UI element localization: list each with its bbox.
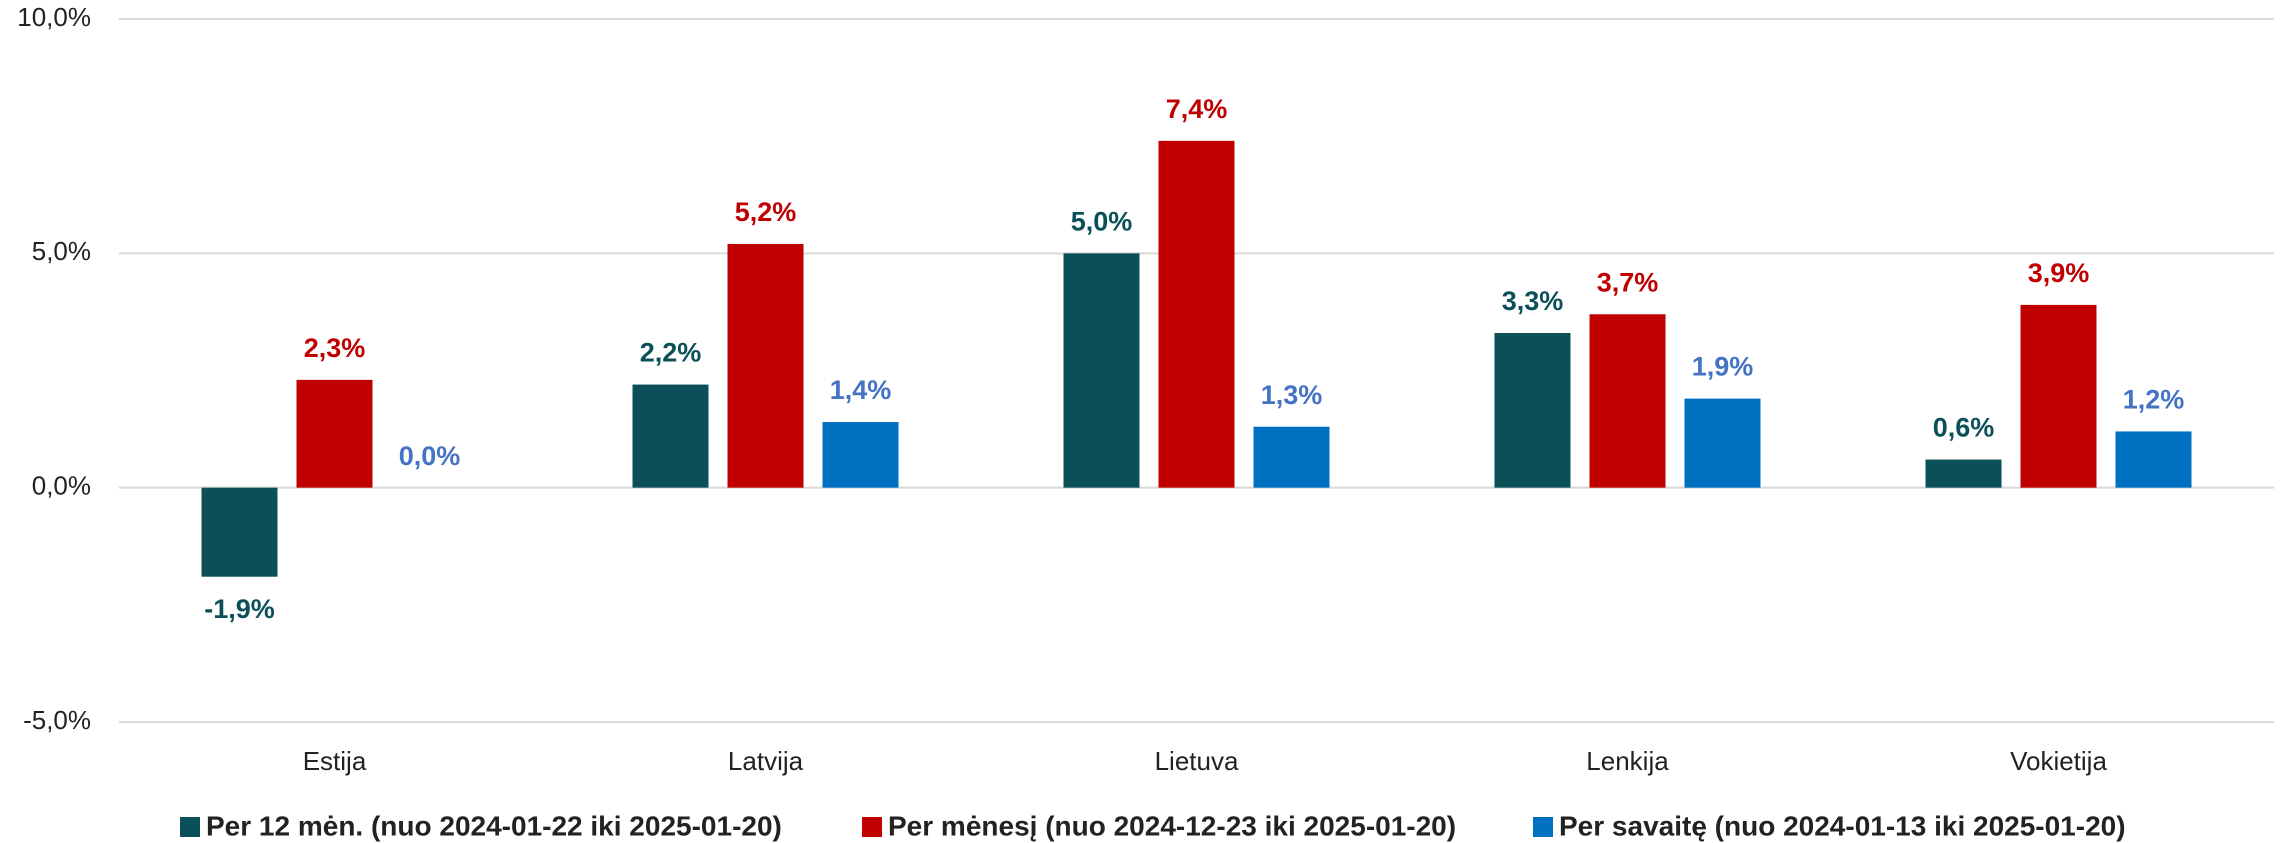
legend-swatch [1533,817,1553,837]
legend-swatch [180,817,200,837]
bar [1253,426,1330,488]
bar [1063,253,1140,488]
value-label: 1,2% [2123,385,2185,415]
bar [632,384,709,488]
x-tick-label: Lenkija [1586,746,1669,776]
x-tick-label: Lietuva [1155,746,1239,776]
bar [1158,140,1235,488]
y-tick-label: -5,0% [23,705,91,735]
legend-label: Per savaitę (nuo 2024-01-13 iki 2025-01-… [1559,810,2126,841]
x-tick-label: Latvija [728,746,804,776]
y-tick-label: 0,0% [32,471,91,501]
value-label: 3,9% [2028,258,2090,288]
bar [2020,304,2097,488]
value-label: 0,0% [399,441,461,471]
y-tick-label: 5,0% [32,236,91,266]
x-tick-label: Vokietija [2010,746,2107,776]
value-label: 1,4% [830,375,892,405]
value-label: 1,9% [1692,352,1754,382]
value-label: 2,3% [304,333,366,363]
x-tick-label: Estija [303,746,367,776]
bar [727,243,804,488]
bar [2115,431,2192,488]
value-label: 3,3% [1502,286,1564,316]
value-label: 3,7% [1597,267,1659,297]
value-label: 2,2% [640,338,702,368]
bar [1684,398,1761,488]
bar [1925,459,2002,488]
bar [822,422,899,488]
legend-label: Per 12 mėn. (nuo 2024-01-22 iki 2025-01-… [206,810,782,841]
value-label: 5,0% [1071,206,1133,236]
legend-label: Per mėnesį (nuo 2024-12-23 iki 2025-01-2… [888,810,1456,841]
bar [296,379,373,488]
value-label: 7,4% [1166,94,1228,124]
bar [1589,314,1666,488]
legend-swatch [862,817,882,837]
value-label: 5,2% [735,197,797,227]
value-label: -1,9% [204,594,275,624]
bar [1494,333,1571,488]
y-tick-label: 10,0% [17,2,91,32]
value-label: 0,6% [1933,413,1995,443]
bar [201,487,278,577]
value-label: 1,3% [1261,380,1323,410]
